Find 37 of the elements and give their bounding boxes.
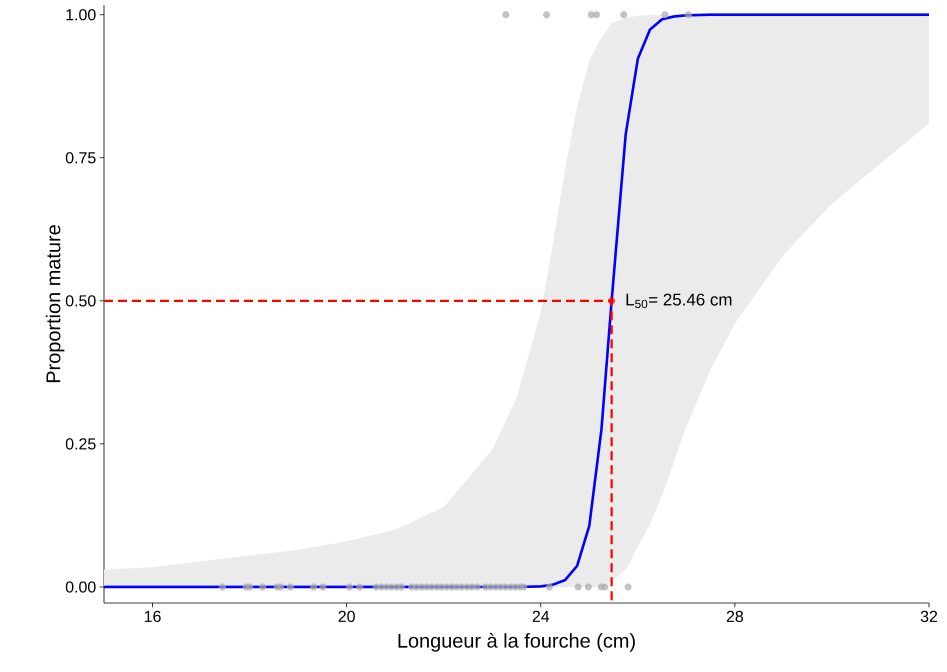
point bbox=[662, 11, 669, 18]
point bbox=[543, 11, 550, 18]
point bbox=[277, 583, 284, 590]
y-tick-label: 0.00 bbox=[66, 581, 96, 593]
point bbox=[584, 583, 592, 590]
annotation: L$_{50}$= 25.46 cm bbox=[626, 294, 732, 308]
x-tick-label: 20 bbox=[338, 610, 355, 622]
point bbox=[593, 11, 600, 18]
point bbox=[398, 583, 405, 590]
point bbox=[474, 583, 481, 590]
y-tick-label: 0.50 bbox=[66, 295, 96, 306]
y-tick-label: 0.25 bbox=[66, 438, 96, 450]
point bbox=[259, 583, 266, 590]
point bbox=[601, 583, 608, 590]
point bbox=[246, 583, 254, 590]
y-tick-label: 0.75 bbox=[66, 152, 96, 164]
point bbox=[546, 583, 554, 590]
x-tick-label: 32 bbox=[920, 610, 938, 622]
point bbox=[684, 11, 692, 18]
x-axis-title: Longueur à la fourche (cm) bbox=[398, 632, 635, 652]
point bbox=[286, 583, 294, 590]
x-tick-label: 28 bbox=[726, 610, 744, 622]
y-tick-label: 1.00 bbox=[66, 9, 96, 20]
x-tick-label: 24 bbox=[532, 610, 550, 622]
point bbox=[624, 583, 632, 590]
point bbox=[502, 11, 510, 18]
y-axis-title: Proportion mature bbox=[46, 225, 64, 382]
x-tick-label: 16 bbox=[144, 610, 161, 622]
point bbox=[620, 11, 628, 18]
point bbox=[310, 583, 318, 590]
point bbox=[319, 583, 326, 590]
point bbox=[356, 583, 364, 590]
point bbox=[608, 297, 616, 304]
point bbox=[346, 583, 354, 590]
point bbox=[574, 583, 582, 590]
point bbox=[218, 583, 226, 590]
point bbox=[520, 583, 528, 590]
